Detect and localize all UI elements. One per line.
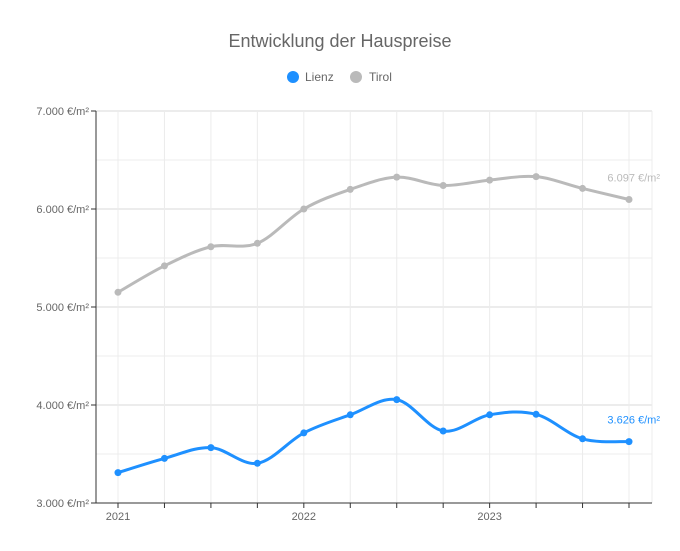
- grid: [96, 110, 653, 504]
- legend: Lienz Tirol: [287, 70, 392, 84]
- data-point-lienz[interactable]: [207, 444, 215, 452]
- data-point-tirol[interactable]: [393, 173, 401, 181]
- data-point-lienz[interactable]: [253, 459, 261, 467]
- data-point-tirol[interactable]: [300, 205, 308, 213]
- x-tick-label: 2023: [477, 511, 501, 523]
- legend-marker-lienz: [287, 71, 299, 83]
- legend-label-lienz[interactable]: Lienz: [305, 70, 334, 84]
- data-point-tirol[interactable]: [625, 195, 633, 203]
- data-point-lienz[interactable]: [346, 411, 354, 419]
- y-tick-label: 4.000 €/m²: [36, 400, 89, 412]
- x-tick-label: 2021: [106, 511, 130, 523]
- data-point-tirol[interactable]: [579, 184, 587, 192]
- data-point-lienz[interactable]: [393, 396, 401, 404]
- end-label-tirol: 6.097 €/m²: [607, 172, 660, 184]
- series-group: 6.097 €/m² 3.626 €/m²: [114, 172, 660, 477]
- chart-title: Entwicklung der Hauspreise: [228, 31, 451, 51]
- series-line-lienz: [116, 397, 631, 475]
- data-point-lienz[interactable]: [532, 410, 540, 418]
- data-point-lienz[interactable]: [486, 411, 494, 419]
- y-tick-label: 3.000 €/m²: [36, 498, 89, 510]
- data-point-tirol[interactable]: [532, 173, 540, 181]
- data-point-lienz[interactable]: [160, 454, 168, 462]
- data-point-tirol[interactable]: [486, 176, 494, 184]
- y-tick-label: 5.000 €/m²: [36, 302, 89, 314]
- data-point-tirol[interactable]: [346, 185, 354, 193]
- data-point-lienz[interactable]: [625, 438, 633, 446]
- data-point-tirol[interactable]: [114, 288, 122, 296]
- axes: 3.000 €/m² 4.000 €/m² 5.000 €/m² 6.000 €/m²…: [36, 106, 652, 523]
- series-line-tirol: [116, 174, 631, 294]
- legend-marker-tirol: [350, 71, 362, 83]
- data-point-tirol[interactable]: [253, 239, 261, 247]
- y-tick-label: 7.000 €/m²: [36, 106, 89, 118]
- data-point-tirol[interactable]: [160, 262, 168, 270]
- data-point-tirol[interactable]: [439, 181, 447, 189]
- end-label-lienz: 3.626 €/m²: [607, 415, 660, 427]
- data-point-lienz[interactable]: [439, 427, 447, 435]
- data-point-lienz[interactable]: [579, 435, 587, 443]
- y-tick-label: 6.000 €/m²: [36, 204, 89, 216]
- data-point-lienz[interactable]: [114, 469, 122, 477]
- legend-label-tirol[interactable]: Tirol: [369, 70, 392, 84]
- data-point-tirol[interactable]: [207, 243, 215, 251]
- x-tick-label: 2022: [292, 511, 316, 523]
- data-point-lienz[interactable]: [300, 429, 308, 437]
